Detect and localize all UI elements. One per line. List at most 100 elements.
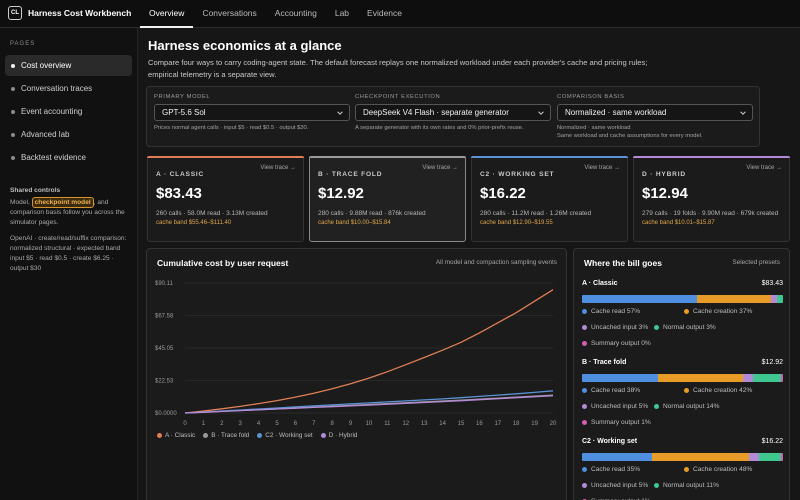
series-line	[184, 289, 554, 414]
checkpoint-execution-select[interactable]: DeepSeek V4 Flash · separate generator	[355, 104, 551, 121]
bill-breakdown-panel: Where the bill goes Selected presets A ·…	[573, 248, 790, 500]
tab-overview[interactable]: Overview	[140, 0, 194, 28]
legend-label: Normal output 11%	[663, 482, 719, 489]
series-line	[184, 390, 554, 414]
checkpoint-model-pill[interactable]: checkpoint model	[31, 197, 94, 208]
sidebar-item-label: Event accounting	[21, 107, 83, 116]
x-tick-label: 14	[439, 421, 446, 427]
brand[interactable]: CL Harness Cost Workbench	[8, 6, 131, 20]
comparison-basis-help: Normalized · same workload Same workload…	[557, 125, 703, 139]
bill-legend-item: Normal output 3%	[654, 324, 716, 331]
x-tick-label: 15	[458, 421, 465, 427]
primary-model-select[interactable]: GPT-5.6 Sol	[154, 104, 350, 121]
sidebar-item-label: Conversation traces	[21, 84, 93, 93]
legend-swatch	[582, 404, 587, 409]
tab-evidence[interactable]: Evidence	[367, 8, 402, 18]
pricing-note: OpenAI · create/read/suffix comparison: …	[10, 235, 127, 272]
legend-label: Cache read 35%	[591, 466, 641, 473]
bill-group-cost: $12.92	[761, 359, 783, 366]
x-tick-label: 10	[366, 421, 373, 427]
bill-legend-item: Uncached input 5%	[582, 482, 648, 489]
bar-segment	[752, 374, 781, 382]
x-tick-label: 4	[257, 421, 261, 427]
shared-controls-text: Model, checkpoint model, and comparison …	[10, 197, 132, 228]
legend-swatch	[654, 325, 659, 330]
y-tick-label: $90.11	[155, 281, 174, 287]
view-trace-link[interactable]: View trace →	[422, 165, 458, 171]
bill-legend-item: Cache read 57%	[582, 308, 640, 315]
comparison-basis-control: COMPARISON BASIS Normalized · same workl…	[557, 94, 753, 140]
bill-group-name: A · Classic $83.43	[582, 280, 783, 287]
bill-note: Selected presets	[732, 259, 780, 266]
x-tick-label: 16	[476, 421, 483, 427]
sidebar-item-event-accounting[interactable]: Event accounting	[5, 101, 132, 122]
sidebar-item-advanced-lab[interactable]: Advanced lab	[5, 124, 132, 145]
view-trace-link[interactable]: View trace →	[260, 165, 296, 171]
x-tick-label: 13	[421, 421, 428, 427]
card-accent-bar	[309, 156, 466, 158]
view-trace-link[interactable]: View trace →	[746, 165, 782, 171]
legend-item: C2 · Working set	[257, 432, 313, 439]
bill-group-name: B · Trace fold $12.92	[582, 359, 783, 366]
tab-lab[interactable]: Lab	[334, 8, 350, 18]
legend-label: Cache creation 48%	[693, 466, 753, 473]
legend-swatch	[582, 467, 587, 472]
bill-legend-item: Summary output 0%	[582, 340, 651, 347]
card-cost: $83.43	[156, 185, 202, 202]
legend-label: Summary output 0%	[591, 340, 651, 347]
chart-legend: A · Classic B · Trace fold C2 · Working se…	[157, 432, 365, 439]
select-value: Normalized · same workload	[565, 108, 667, 117]
stacked-bar	[582, 374, 783, 382]
card-c2-working-set[interactable]: C2 · WORKING SET View trace → $16.22 280…	[471, 156, 628, 242]
card-a-classic[interactable]: A · CLASSIC View trace → $83.43 260 call…	[147, 156, 304, 242]
card-b-trace-fold[interactable]: B · TRACE FOLD View trace → $12.92 280 c…	[309, 156, 466, 242]
tab-conversations[interactable]: Conversations	[202, 8, 257, 18]
legend-label: Cache read 57%	[591, 308, 641, 315]
sidebar-item-label: Advanced lab	[21, 130, 70, 139]
bill-legend-item: Cache read 38%	[582, 387, 640, 394]
sidebar-item-conversation-traces[interactable]: Conversation traces	[5, 78, 132, 99]
stacked-bar	[582, 295, 783, 303]
legend-label: Normal output 14%	[663, 403, 720, 410]
chevron-down-icon	[337, 111, 343, 115]
bar-segment	[770, 295, 777, 303]
sidebar-item-backtest-evidence[interactable]: Backtest evidence	[5, 147, 132, 168]
y-tick-label: $67.58	[155, 314, 174, 320]
bill-legend: Cache read 35% Cache creation 48% Uncached…	[582, 466, 783, 500]
shared-controls-heading: Shared controls	[10, 187, 61, 194]
legend-swatch	[582, 309, 587, 314]
legend-label: Cache creation 37%	[693, 308, 753, 315]
legend-swatch	[582, 483, 587, 488]
legend-item: B · Trace fold	[203, 432, 249, 439]
legend-swatch	[157, 433, 162, 438]
chart-title: Cumulative cost by user request	[157, 258, 289, 268]
x-tick-label: 17	[494, 421, 501, 427]
card-accent-bar	[633, 156, 790, 158]
legend-label: Uncached input 5%	[591, 403, 649, 410]
comparison-basis-select[interactable]: Normalized · same workload	[557, 104, 753, 121]
card-accent-bar	[147, 156, 304, 158]
stacked-bar	[582, 453, 783, 461]
shared-text-pre: Model,	[10, 199, 30, 206]
select-value: GPT-5.6 Sol	[162, 108, 206, 117]
view-trace-link[interactable]: View trace →	[584, 165, 620, 171]
card-cache-band: cache band $10.01–$15.87	[642, 219, 715, 226]
tab-accounting[interactable]: Accounting	[274, 8, 317, 18]
x-tick-label: 5	[275, 421, 279, 427]
bar-segment	[582, 295, 697, 303]
legend-item: D · Hybrid	[320, 432, 358, 439]
sidebar-item-cost-overview[interactable]: Cost overview	[5, 55, 132, 76]
sidebar-heading: PAGES	[10, 41, 36, 47]
legend-swatch	[320, 433, 326, 438]
chevron-down-icon	[740, 111, 746, 115]
chevron-down-icon	[538, 111, 544, 115]
bill-group-cost: $83.43	[761, 280, 783, 287]
card-d-hybrid[interactable]: D · HYBRID View trace → $12.94 279 calls…	[633, 156, 790, 242]
bill-legend-item: Uncached input 5%	[582, 403, 648, 410]
card-accent-bar	[471, 156, 628, 158]
legend-swatch	[582, 341, 587, 346]
y-tick-label: $22.53	[155, 378, 174, 384]
x-tick-label: 19	[531, 421, 538, 427]
legend-label: D · Hybrid	[328, 432, 358, 439]
card-stats: 260 calls · 58.0M read · 3.13M created	[156, 210, 268, 217]
